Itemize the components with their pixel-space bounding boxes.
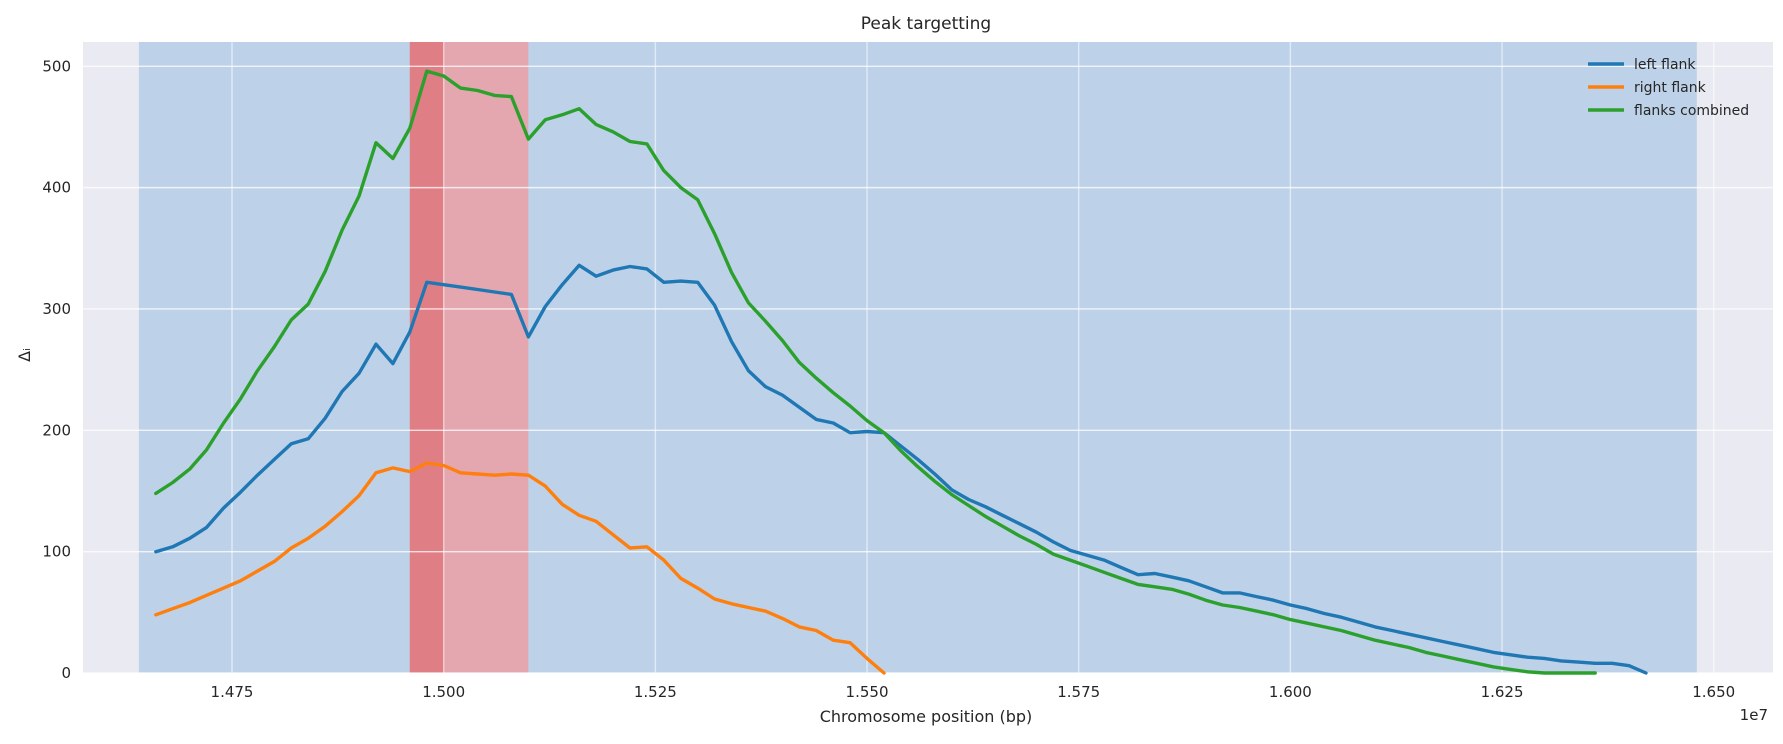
x-tick-label: 1.600 (1269, 683, 1312, 701)
y-tick-label: 100 (42, 543, 71, 561)
legend-label: left flank (1634, 57, 1696, 73)
series-line-flanks-combined (154, 69, 1597, 675)
x-offset-label: 1e7 (1740, 706, 1768, 724)
y-tick-label: 400 (42, 179, 71, 197)
legend-label: right flank (1634, 80, 1707, 96)
x-tick-label: 1.550 (846, 683, 889, 701)
grid-lines (83, 42, 1773, 674)
shaded-regions (138, 42, 1697, 673)
legend: left flank right flank flanks combined (1588, 57, 1749, 119)
y-tick-label: 0 (61, 664, 71, 682)
y-axis-label: Δᵢ (15, 348, 34, 362)
series-line-right-flank (154, 461, 886, 675)
legend-label: flanks combined (1634, 103, 1749, 119)
shaded-region-3 (409, 42, 444, 673)
y-tick-label: 300 (42, 300, 71, 318)
x-tick-label: 1.475 (211, 683, 254, 701)
x-tick-label: 1.525 (634, 683, 677, 701)
shaded-region-1 (138, 42, 1697, 673)
x-tick-label: 1.500 (422, 683, 465, 701)
y-tick-label: 200 (42, 421, 71, 439)
tick-labels: 1.475 1.500 1.525 1.550 1.575 1.600 1.625 1.650… (42, 57, 1735, 701)
x-tick-label: 1.650 (1692, 683, 1735, 701)
x-tick-label: 1.625 (1481, 683, 1524, 701)
series-lines (154, 69, 1648, 675)
chart-title: Peak targetting (861, 14, 991, 34)
series-line-left-flank (154, 263, 1648, 675)
y-tick-label: 500 (42, 57, 71, 75)
x-axis-label: Chromosome position (bp) (820, 707, 1033, 726)
x-tick-label: 1.575 (1057, 683, 1100, 701)
